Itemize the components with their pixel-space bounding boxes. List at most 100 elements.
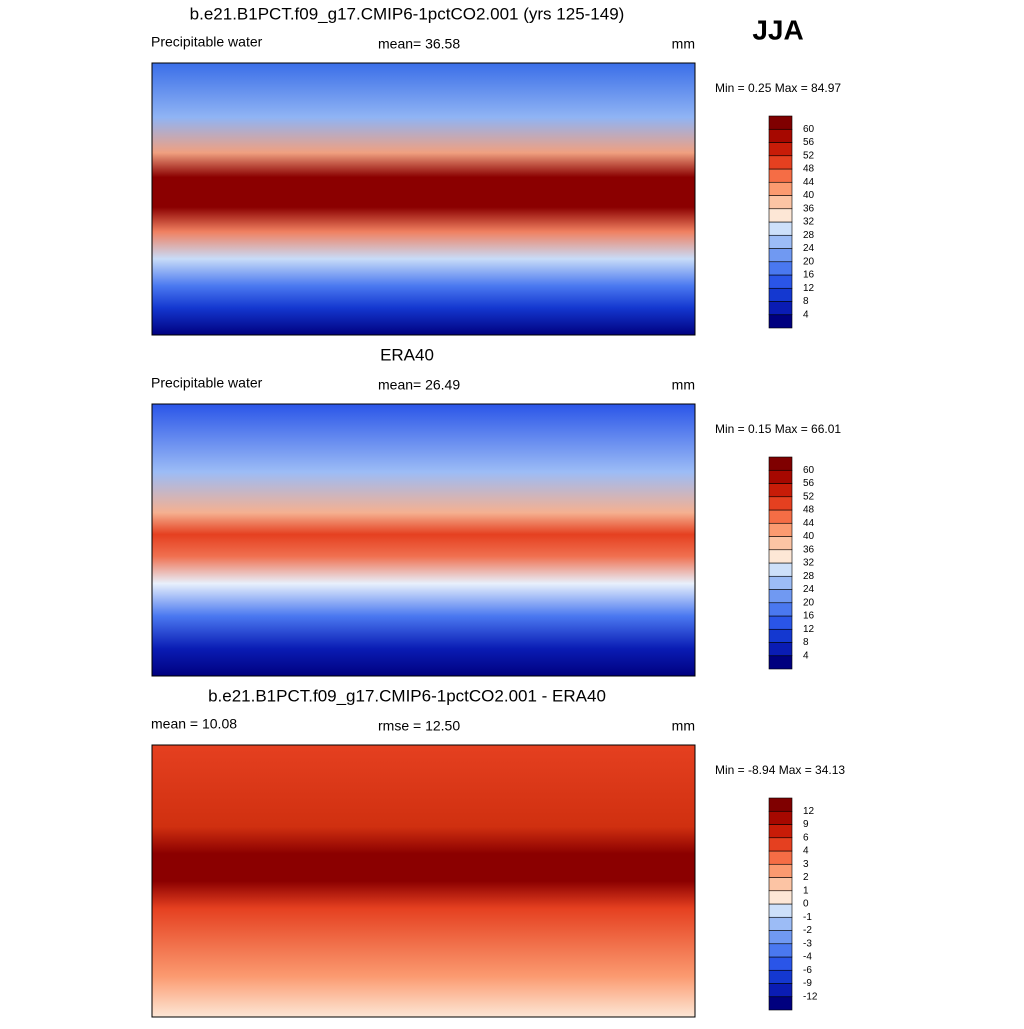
colorbar-label: 8: [803, 637, 809, 648]
colorbar-box: [768, 234, 793, 249]
colorbar-label: 20: [803, 597, 815, 608]
colorbar-box: [768, 903, 793, 918]
colorbar-box: [768, 916, 793, 931]
colorbar-label: 24: [803, 243, 815, 254]
colorbar-box: [768, 562, 793, 577]
colorbar-label: 52: [803, 491, 815, 502]
colorbar-box: [768, 575, 793, 590]
colorbar-box: [768, 589, 793, 604]
colorbar-label: 52: [803, 150, 815, 161]
colorbar-box: [768, 195, 793, 210]
colorbar-box: [768, 221, 793, 236]
colorbar-box: [768, 642, 793, 657]
map-field: [151, 403, 696, 677]
colorbar-box: [768, 155, 793, 170]
colorbar-box: [768, 274, 793, 289]
colorbar-box: [768, 877, 793, 892]
colorbar-label: 48: [803, 164, 815, 175]
colorbar-label: -9: [803, 978, 812, 989]
colorbar-label: 16: [803, 611, 815, 622]
colorbar-box: [768, 509, 793, 524]
colorbar-label: -1: [803, 912, 812, 923]
min-max-label: Min = 0.25 Max = 84.97: [715, 81, 841, 95]
min-max-label: Min = 0.15 Max = 66.01: [715, 422, 841, 436]
colorbar-box: [768, 602, 793, 617]
colorbar-label: 40: [803, 190, 815, 201]
colorbar-label: -2: [803, 925, 812, 936]
colorbar-box: [768, 628, 793, 643]
colorbar-label: 1: [803, 885, 809, 896]
colorbar-box: [768, 301, 793, 316]
colorbar-label: 32: [803, 558, 815, 569]
colorbar-box: [768, 536, 793, 551]
colorbar-label: 20: [803, 256, 815, 267]
colorbar-label: 0: [803, 899, 809, 910]
colorbar-label: 56: [803, 478, 815, 489]
colorbar-label: 16: [803, 270, 815, 281]
colorbar-box: [768, 128, 793, 143]
colorbar-label: 60: [803, 465, 815, 476]
panel-left-label: mean = 10.08: [151, 716, 237, 732]
colorbar-box: [768, 168, 793, 183]
colorbar-label: 4: [803, 650, 809, 661]
colorbar-label: -6: [803, 965, 812, 976]
panel-center-label: mean= 36.58: [378, 36, 460, 52]
colorbar-box: [768, 496, 793, 511]
colorbar-label: 40: [803, 531, 815, 542]
colorbar-label: -4: [803, 952, 812, 963]
colorbar-box: [768, 863, 793, 878]
colorbar-box: [768, 208, 793, 223]
colorbar-box: [768, 890, 793, 905]
colorbar-label: 32: [803, 217, 815, 228]
colorbar-box: [768, 797, 793, 812]
colorbar-box: [768, 943, 793, 958]
colorbar-box: [768, 983, 793, 998]
min-max-label: Min = -8.94 Max = 34.13: [715, 763, 845, 777]
panel-title: b.e21.B1PCT.f09_g17.CMIP6-1pctCO2.001 - …: [208, 686, 606, 705]
panel-unit: mm: [672, 377, 695, 393]
colorbar-box: [768, 522, 793, 537]
colorbar-label: 44: [803, 177, 815, 188]
panel-center-label: mean= 26.49: [378, 377, 460, 393]
colorbar-box: [768, 261, 793, 276]
colorbar-label: 6: [803, 832, 809, 843]
colorbar-box: [768, 287, 793, 302]
colorbar-label: 12: [803, 806, 815, 817]
colorbar-label: 60: [803, 124, 815, 135]
colorbar-label: -12: [803, 991, 818, 1002]
map-field: [151, 62, 696, 336]
panel-title: ERA40: [380, 345, 434, 364]
colorbar-label: 9: [803, 819, 809, 830]
colorbar-box: [768, 969, 793, 984]
panel-unit: mm: [672, 718, 695, 734]
colorbar-box: [768, 181, 793, 196]
map-field: [151, 744, 696, 1018]
colorbar-box: [768, 456, 793, 471]
colorbar-box: [768, 824, 793, 839]
panel-unit: mm: [672, 36, 695, 52]
colorbar-box: [768, 314, 793, 329]
colorbar-box: [768, 469, 793, 484]
panel-center-label: rmse = 12.50: [378, 718, 460, 734]
colorbar-label: 4: [803, 309, 809, 320]
colorbar-label: 24: [803, 584, 815, 595]
colorbar-box: [768, 655, 793, 670]
colorbar-label: 48: [803, 505, 815, 516]
panel-left-label: Precipitable water: [151, 34, 263, 50]
colorbar-box: [768, 850, 793, 865]
colorbar-box: [768, 483, 793, 498]
colorbar-box: [768, 115, 793, 130]
colorbar-label: 36: [803, 203, 815, 214]
colorbar-label: 28: [803, 230, 815, 241]
colorbar-label: 12: [803, 283, 815, 294]
colorbar-box: [768, 930, 793, 945]
colorbar-box: [768, 142, 793, 157]
colorbar-label: 56: [803, 137, 815, 148]
colorbar-label: 8: [803, 296, 809, 307]
colorbar-box: [768, 956, 793, 971]
colorbar-box: [768, 549, 793, 564]
colorbar-label: 28: [803, 571, 815, 582]
colorbar-label: 44: [803, 518, 815, 529]
colorbar-box: [768, 248, 793, 263]
